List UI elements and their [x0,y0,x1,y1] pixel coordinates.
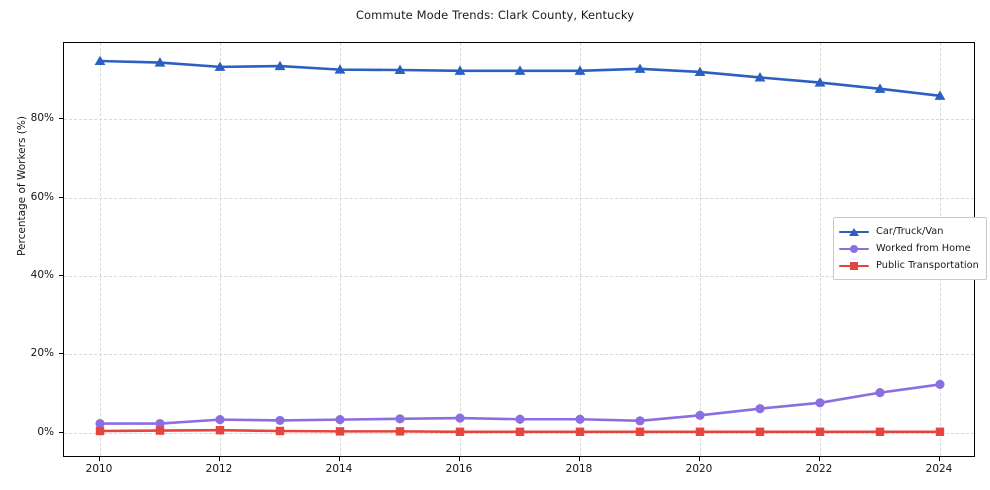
gridline-vertical [100,43,101,456]
data-point-marker [694,66,706,77]
data-point-marker [515,414,525,424]
circle-marker-icon [850,244,858,253]
data-point-marker [154,57,166,67]
x-tick-label: 2024 [925,463,953,475]
data-point-marker [815,398,825,408]
data-point-marker [215,426,225,435]
x-tick-mark [99,457,100,461]
x-tick-mark [579,457,580,461]
x-tick-mark [939,457,940,461]
y-tick-label: 20% [30,347,54,360]
gridline-vertical [580,43,581,456]
data-point-marker [935,427,945,436]
data-point-marker [754,72,766,82]
data-point-marker [755,427,765,436]
data-point-marker [275,415,285,426]
data-point-marker [815,427,825,436]
data-point-marker [455,413,465,423]
x-tick-mark [459,457,460,461]
data-point-marker [275,426,285,436]
series-1 [94,55,946,100]
y-tick-label: 60% [30,190,54,203]
x-tick-label: 2016 [445,463,473,475]
data-point-marker [95,418,105,429]
legend-swatch [839,242,869,256]
gridline-horizontal [64,354,974,356]
gridline-vertical [460,43,461,456]
gridline-vertical [820,43,821,456]
legend-item-3[interactable]: Public Transportation [839,257,979,274]
data-point-marker [395,414,405,424]
legend-swatch [839,225,869,239]
legend-item-1[interactable]: Car/Truck/Van [839,223,979,240]
data-point-marker [274,60,286,71]
y-tick-label: 0% [37,425,54,438]
data-point-marker [515,427,525,436]
chart-title: Commute Mode Trends: Clark County, Kentu… [355,8,635,22]
gridline-horizontal [64,275,974,277]
x-tick-mark [219,457,220,461]
data-point-marker [95,426,105,436]
y-axis-label: Percentage of Workers (%) [16,116,28,256]
x-tick-label: 2014 [325,463,353,475]
data-point-marker [155,418,165,429]
data-point-marker [574,65,586,75]
legend-item-2[interactable]: Worked from Home [839,240,979,257]
data-point-marker [814,77,826,87]
data-point-marker [695,410,705,420]
data-point-marker [395,427,405,436]
data-point-marker [934,90,946,100]
data-point-marker [394,64,406,75]
data-point-marker [935,379,945,389]
x-tick-mark [699,457,700,461]
data-point-marker [214,61,226,71]
data-point-marker [155,426,165,435]
x-tick-label: 2020 [685,463,713,475]
legend-label: Public Transportation [876,260,979,271]
gridline-vertical [220,43,221,456]
legend-label: Car/Truck/Van [876,226,944,237]
gridline-vertical [700,43,701,456]
data-point-marker [575,427,585,436]
gridline-horizontal [64,197,974,199]
plot-area [63,42,975,457]
x-tick-label: 2012 [205,463,233,475]
series-2 [95,379,945,429]
data-point-marker [575,414,585,424]
x-tick-label: 2010 [85,463,113,475]
data-point-marker [755,404,765,414]
x-tick-mark [339,457,340,461]
data-point-marker [874,83,886,93]
triangle-marker-icon [849,227,859,236]
data-point-marker [334,64,346,74]
square-marker-icon [850,261,858,270]
data-point-marker [454,65,466,75]
x-tick-mark [819,457,820,461]
legend-label: Worked from Home [876,243,971,254]
data-point-marker [634,63,646,73]
series-lines [94,55,946,436]
data-point-marker [94,55,106,66]
data-point-marker [514,65,526,75]
data-point-marker [335,415,345,425]
legend-swatch [839,259,869,273]
chart-legend[interactable]: Car/Truck/Van Worked from Home Public Tran… [833,217,987,280]
x-tick-label: 2022 [805,463,833,475]
data-point-marker [215,415,225,425]
x-tick-label: 2018 [565,463,593,475]
data-point-marker [695,427,705,436]
y-tick-label: 80% [30,112,54,125]
data-point-marker [875,388,885,398]
data-point-marker [455,427,465,436]
gridline-vertical [340,43,341,456]
data-point-marker [335,427,345,436]
data-point-marker [635,427,645,436]
gridline-horizontal [64,119,974,121]
y-tick-label: 40% [30,268,54,281]
series-3 [95,426,945,436]
data-point-marker [635,416,645,426]
data-point-marker [875,427,885,436]
